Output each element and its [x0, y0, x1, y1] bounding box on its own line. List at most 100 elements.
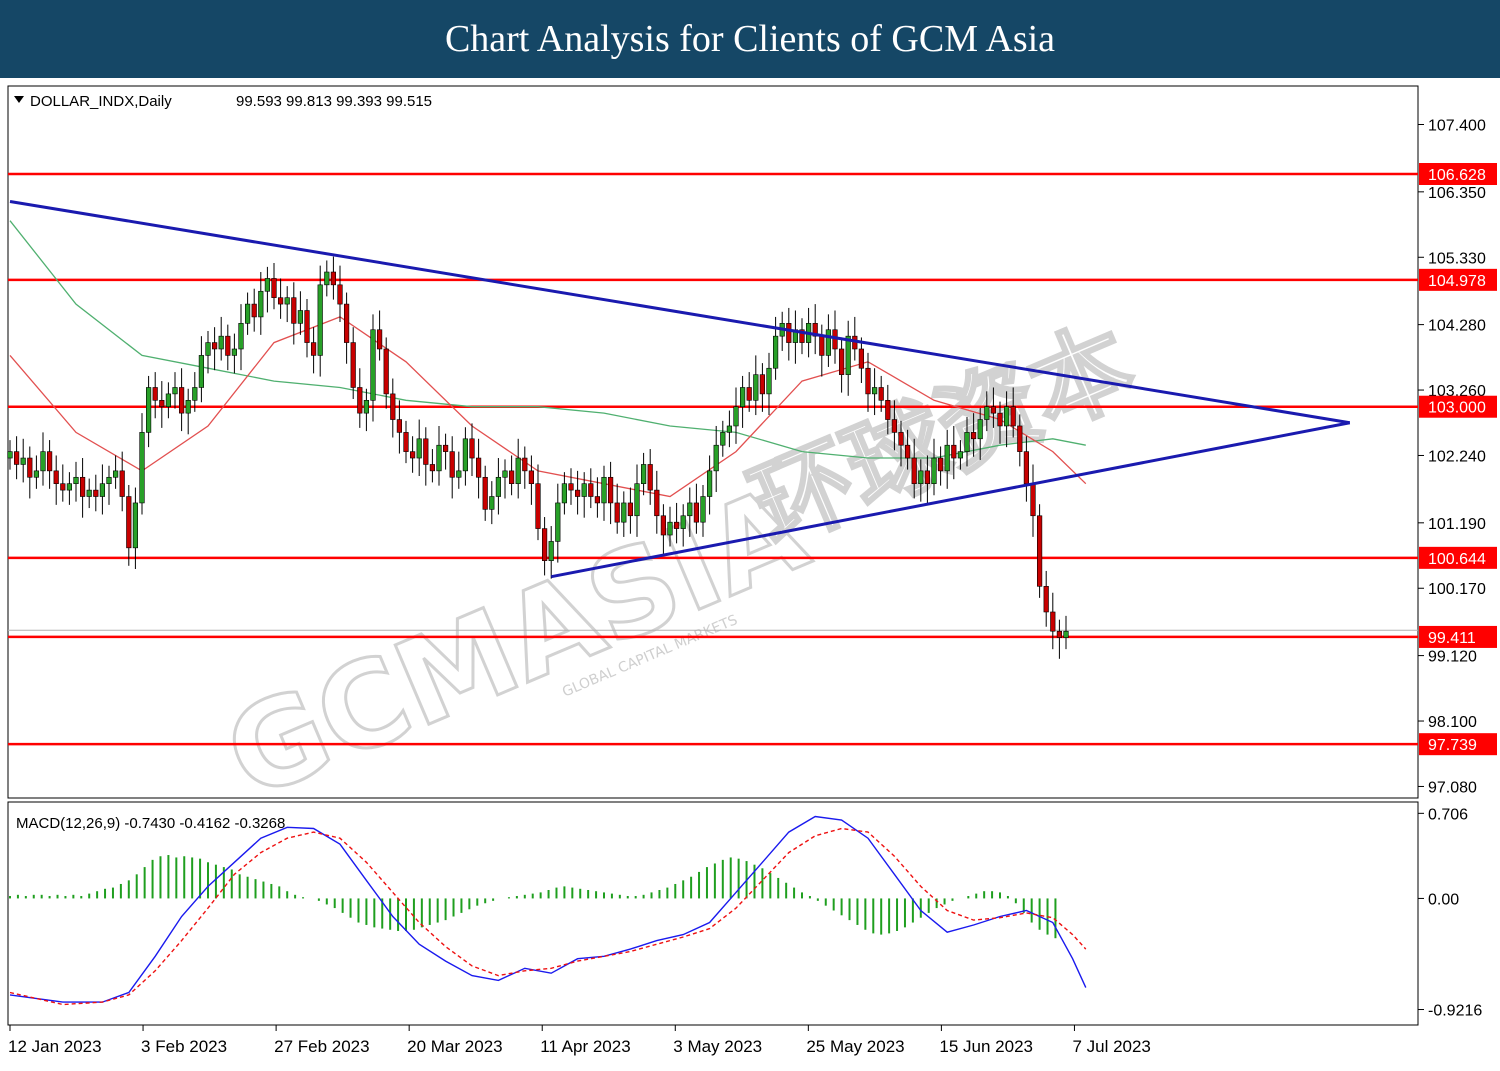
candle-body — [152, 387, 158, 401]
candle — [390, 378, 396, 438]
candle — [779, 311, 785, 351]
candle-body — [713, 444, 719, 472]
candle-body — [442, 444, 449, 452]
candle — [964, 416, 970, 467]
candle — [317, 265, 323, 377]
ohlc-label: 99.593 99.813 99.393 99.515 — [236, 93, 432, 110]
candle-body — [515, 457, 521, 484]
candle-body — [310, 342, 317, 356]
candle — [113, 455, 119, 489]
candle-body — [825, 329, 831, 356]
candle-body — [865, 367, 871, 395]
candle-body — [541, 528, 548, 561]
candle-body — [251, 303, 257, 318]
watermark: GCMASIA GLOBAL CAPITAL MARKETS 环球资本 — [206, 302, 1152, 827]
watermark-brand: GCMASIA — [207, 459, 825, 825]
date-tick-label: 20 Mar 2023 — [407, 1037, 502, 1056]
candle — [574, 470, 581, 515]
candle-body — [898, 432, 904, 446]
candle-body — [449, 451, 455, 478]
candle-body — [720, 432, 726, 446]
candle-body — [165, 393, 172, 408]
candle — [14, 436, 20, 480]
candle — [627, 487, 633, 534]
candle — [515, 438, 521, 499]
candle — [442, 433, 449, 470]
candle-body — [654, 489, 660, 517]
candle — [1056, 619, 1062, 659]
trendlines — [9, 199, 1351, 579]
candle-body — [759, 374, 765, 395]
candle-body — [621, 502, 627, 523]
date-tick-label: 11 Apr 2023 — [540, 1037, 630, 1056]
candle-body — [495, 476, 502, 497]
candle — [1017, 414, 1023, 467]
candle — [713, 425, 719, 493]
candle-body — [376, 329, 383, 350]
candle — [449, 436, 455, 499]
candle — [423, 427, 429, 486]
candle-body — [403, 432, 409, 452]
candle-body — [40, 451, 46, 472]
candle-body — [502, 470, 508, 478]
candle-body — [416, 438, 422, 459]
price-tick-label: 106.350 — [1428, 185, 1486, 202]
candle-body — [225, 335, 231, 356]
candle — [667, 506, 673, 547]
candle — [786, 307, 792, 361]
candle — [898, 420, 904, 467]
candle — [660, 504, 666, 557]
price-pane — [7, 85, 1419, 799]
candle-body — [574, 489, 581, 497]
macd-signal-line — [9, 827, 1087, 1006]
candle-body — [647, 464, 653, 491]
candle — [20, 438, 26, 483]
candle-body — [706, 470, 713, 497]
candle — [1037, 504, 1043, 598]
candle — [330, 256, 337, 300]
candle-body — [799, 329, 805, 343]
candle-body — [687, 502, 693, 517]
candle-body — [858, 348, 864, 369]
candle — [766, 352, 772, 416]
candle-body — [984, 406, 990, 420]
candle-body — [581, 483, 587, 497]
macd-tick-label: 0.00 — [1428, 891, 1459, 908]
candle — [819, 324, 825, 377]
date-tick-label: 27 Feb 2023 — [274, 1037, 369, 1056]
candle — [825, 314, 831, 367]
candle — [165, 382, 172, 419]
candle-body — [317, 284, 323, 356]
candle — [370, 314, 376, 422]
candle — [687, 487, 693, 537]
chart-title: Chart Analysis for Clients of GCM Asia — [444, 18, 1056, 60]
candle-body — [1017, 425, 1023, 452]
candle — [878, 375, 884, 412]
candle-body — [291, 297, 297, 324]
candle-body — [673, 521, 680, 529]
candle-body — [27, 457, 33, 478]
candle-body — [970, 432, 977, 440]
candle — [383, 337, 389, 409]
candle — [944, 429, 950, 489]
level-tag-label: 106.628 — [1428, 167, 1486, 184]
candle-body — [1023, 451, 1029, 484]
candle — [416, 419, 422, 476]
candle-body — [20, 457, 26, 465]
candle-body — [528, 470, 534, 484]
candle-body — [911, 457, 917, 484]
candle-body — [337, 284, 343, 305]
candle — [746, 372, 752, 412]
candle-body — [693, 502, 699, 523]
date-axis: 12 Jan 2023 3 Feb 2023 27 Feb 2023 20 Mar 2… — [8, 1025, 1151, 1056]
symbol-dropdown-icon[interactable] — [14, 96, 24, 103]
candle — [588, 468, 594, 509]
candle — [152, 372, 158, 419]
candle — [522, 446, 528, 489]
candle — [581, 472, 587, 518]
candle-body — [73, 476, 79, 484]
candle-body — [7, 451, 13, 459]
candle-body — [990, 406, 996, 414]
date-tick-label: 12 Jan 2023 — [8, 1037, 102, 1056]
